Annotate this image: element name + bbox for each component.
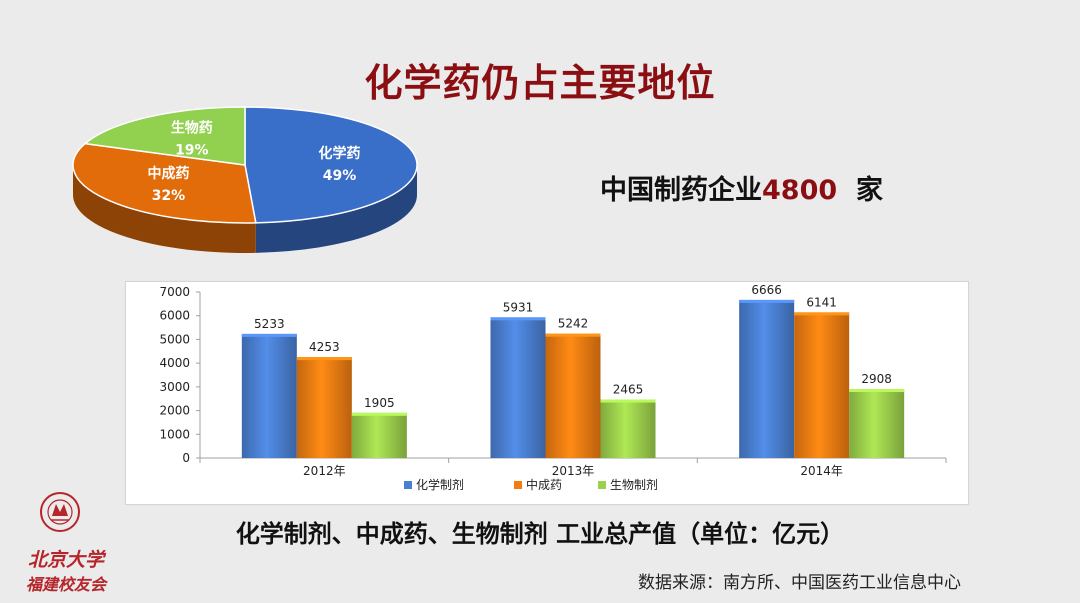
data-label: 1905	[364, 396, 395, 410]
bar-1-0	[490, 317, 546, 458]
enterprise-prefix: 中国制药企业	[600, 175, 762, 206]
bar-0-1	[296, 357, 352, 458]
pie-value-2: 19%	[175, 143, 209, 159]
data-label: 2908	[861, 372, 892, 386]
pie-value-1: 32%	[152, 188, 186, 204]
y-tick-label: 7000	[159, 285, 190, 299]
pie-slice-0	[244, 106, 418, 224]
y-tick-label: 5000	[159, 332, 190, 346]
y-tick-label: 2000	[159, 404, 190, 418]
data-label: 5233	[254, 317, 285, 331]
pie-slice-1	[72, 142, 257, 224]
x-tick-label: 2012年	[303, 464, 346, 478]
page-title: 化学药仍占主要地位	[364, 61, 716, 105]
data-source: 数据来源：南方所、中国医药工业信息中心	[638, 573, 961, 593]
pie-slice-2	[83, 106, 246, 166]
legend-swatch-0	[404, 481, 412, 489]
pku-seal-icon	[40, 492, 80, 532]
legend-swatch-2	[598, 481, 606, 489]
pie-label-0: 化学药	[319, 145, 361, 162]
pie-label-1: 中成药	[147, 165, 189, 182]
legend-label-2: 生物制剂	[610, 477, 658, 492]
pie-label-2: 生物药	[171, 120, 213, 137]
enterprise-number: 4800	[762, 175, 838, 206]
pie-side-1	[73, 165, 256, 253]
legend-label-1: 中成药	[526, 477, 562, 492]
pku-logo: 北京大学 福建校友会	[26, 492, 109, 594]
legend-label-0: 化学制剂	[416, 477, 464, 492]
enterprise-count: 中国制药企业4800 家	[600, 168, 883, 207]
bar-chart: 0 1000 2000 3000 4000 5000 6000 7000 5233 4253 190…	[159, 283, 947, 492]
legend-swatch-1	[514, 481, 522, 489]
bar-1-2	[600, 399, 656, 458]
y-tick-label: 4000	[159, 356, 190, 370]
bar-2-0	[739, 299, 795, 458]
bar-2-1	[794, 312, 850, 458]
data-label: 5242	[558, 317, 589, 331]
pie-side-0	[255, 165, 417, 253]
y-tick-label: 1000	[159, 427, 190, 441]
x-tick-label: 2013年	[552, 464, 595, 478]
bar-chart-frame: 0 1000 2000 3000 4000 5000 6000 7000 5233 4253 190…	[125, 281, 969, 505]
pie-value-0: 49%	[323, 168, 357, 184]
y-tick-label: 0	[182, 451, 190, 465]
logo-line1: 北京大学	[28, 549, 107, 571]
bar-2-2	[849, 389, 905, 458]
y-tick-label: 6000	[159, 309, 190, 323]
data-label: 6666	[751, 283, 782, 297]
pie-chart: 化学药 49% 中成药 32% 生物药 19%	[72, 106, 418, 253]
y-tick-label: 3000	[159, 380, 190, 394]
bar-1-1	[545, 333, 601, 458]
logo-line2: 福建校友会	[26, 575, 109, 594]
data-label: 5931	[503, 300, 534, 314]
data-label: 4253	[309, 340, 340, 354]
bar-0-0	[241, 333, 297, 458]
data-label: 6141	[806, 295, 837, 309]
chart-caption: 化学制剂、中成药、生物制剂 工业总产值（单位：亿元）	[235, 520, 845, 548]
bar-0-2	[351, 412, 407, 458]
x-tick-label: 2014年	[800, 464, 843, 478]
data-label: 2465	[613, 383, 644, 397]
enterprise-suffix: 家	[855, 175, 883, 206]
